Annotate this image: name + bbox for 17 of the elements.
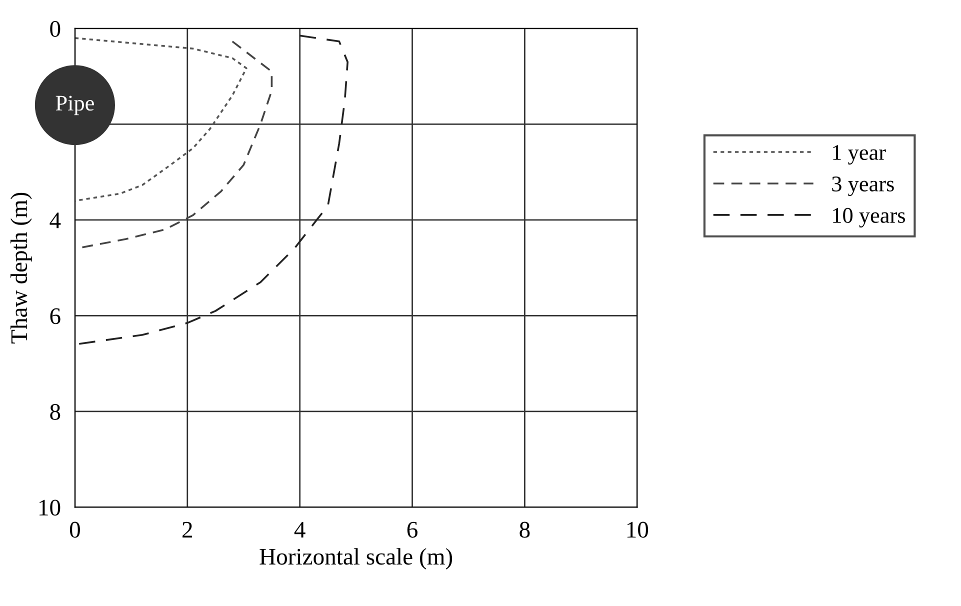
legend-label: 1 year xyxy=(833,145,886,165)
y-axis-title: Thaw depth (m) xyxy=(10,192,32,344)
legend-label: 10 years xyxy=(833,208,905,228)
y-tick-label: 0 xyxy=(50,20,60,37)
x-tick-label: 4 xyxy=(294,522,306,538)
y-tick-label: 10 xyxy=(40,500,60,516)
x-tick-label: 10 xyxy=(627,522,648,538)
legend-label: 3 years xyxy=(832,176,894,196)
x-tick-label: 6 xyxy=(407,522,418,538)
y-tick-label: 4 xyxy=(50,212,61,228)
annotation: Pipe xyxy=(56,96,94,116)
x-tick-label: 2 xyxy=(182,522,192,538)
x-tick-label: 8 xyxy=(520,522,530,538)
y-tick-label: 8 xyxy=(50,404,60,420)
x-axis-title: Horizontal scale (m) xyxy=(260,548,452,570)
x-tick-label: 0 xyxy=(70,522,80,538)
y-tick-label: 6 xyxy=(50,308,60,324)
